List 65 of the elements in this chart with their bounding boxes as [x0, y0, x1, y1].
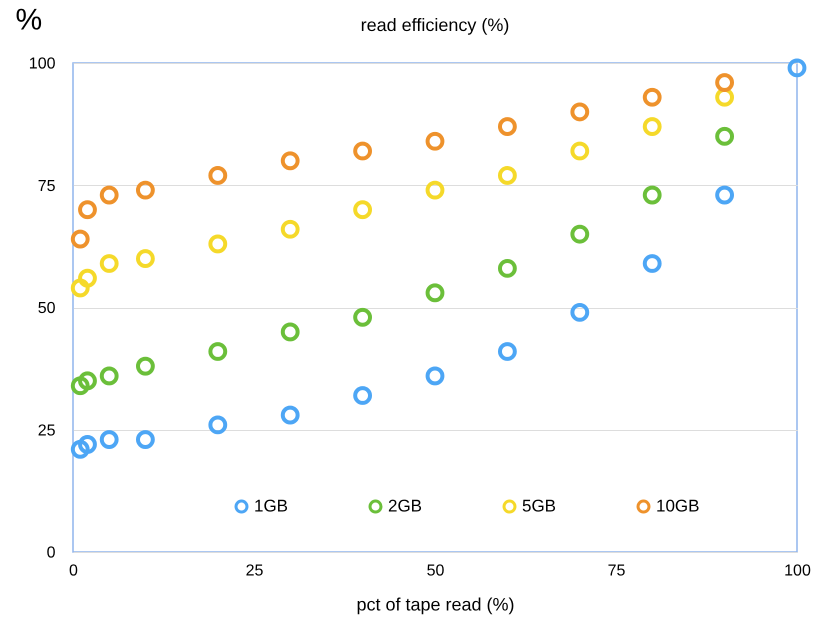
point	[280, 322, 300, 342]
point	[208, 166, 228, 185]
point	[100, 430, 119, 449]
point	[78, 268, 97, 288]
point	[570, 102, 590, 122]
point	[78, 200, 97, 220]
point	[426, 132, 444, 151]
point	[353, 142, 372, 160]
x-tick-label: 100	[784, 562, 811, 580]
y-tick-label: 100	[28, 56, 56, 72]
point	[570, 142, 590, 160]
point	[498, 117, 517, 136]
point	[100, 366, 119, 386]
point	[353, 308, 372, 327]
point	[353, 386, 372, 405]
point	[100, 254, 119, 273]
point	[570, 302, 590, 322]
point	[70, 376, 90, 396]
point	[70, 440, 90, 459]
legend-label: 1GB	[254, 496, 288, 516]
point	[642, 88, 662, 107]
point	[642, 254, 662, 273]
point	[498, 342, 517, 361]
point	[208, 234, 228, 254]
point	[78, 435, 97, 454]
x-tick-label: 75	[608, 562, 626, 580]
point	[570, 224, 590, 244]
point	[136, 356, 155, 376]
y-tick-label: 25	[38, 422, 56, 440]
point	[208, 415, 228, 434]
point	[136, 430, 155, 449]
point	[642, 186, 662, 204]
x-tick-label: 50	[426, 562, 444, 580]
point	[426, 180, 444, 200]
legend-label: 2GB	[388, 496, 422, 516]
point	[715, 186, 734, 204]
point	[642, 117, 662, 136]
point	[136, 249, 155, 268]
point	[208, 342, 228, 361]
point	[498, 166, 517, 185]
point	[78, 371, 97, 390]
point	[280, 151, 300, 170]
point	[136, 180, 155, 200]
point	[715, 73, 734, 92]
x-tick-label: 0	[69, 562, 78, 580]
chart-title: read efficiency (%)	[360, 15, 510, 35]
y-tick-label: 0	[46, 544, 56, 562]
x-tick-label: 25	[246, 562, 264, 580]
point	[70, 230, 90, 248]
y-tick-label: 50	[38, 300, 56, 317]
point	[280, 220, 300, 239]
point	[715, 126, 734, 146]
point	[498, 258, 517, 278]
y-tick-label: 75	[38, 178, 56, 195]
point	[100, 186, 119, 204]
legend-label: 10GB	[656, 496, 700, 516]
point	[426, 366, 444, 386]
x-axis-title: pct of tape read (%)	[356, 594, 515, 614]
point	[426, 283, 444, 302]
point	[70, 278, 90, 298]
point	[280, 406, 300, 424]
point	[353, 200, 372, 220]
y-axis-title: %	[16, 4, 42, 36]
legend-label: 5GB	[522, 496, 556, 516]
point	[788, 58, 806, 78]
